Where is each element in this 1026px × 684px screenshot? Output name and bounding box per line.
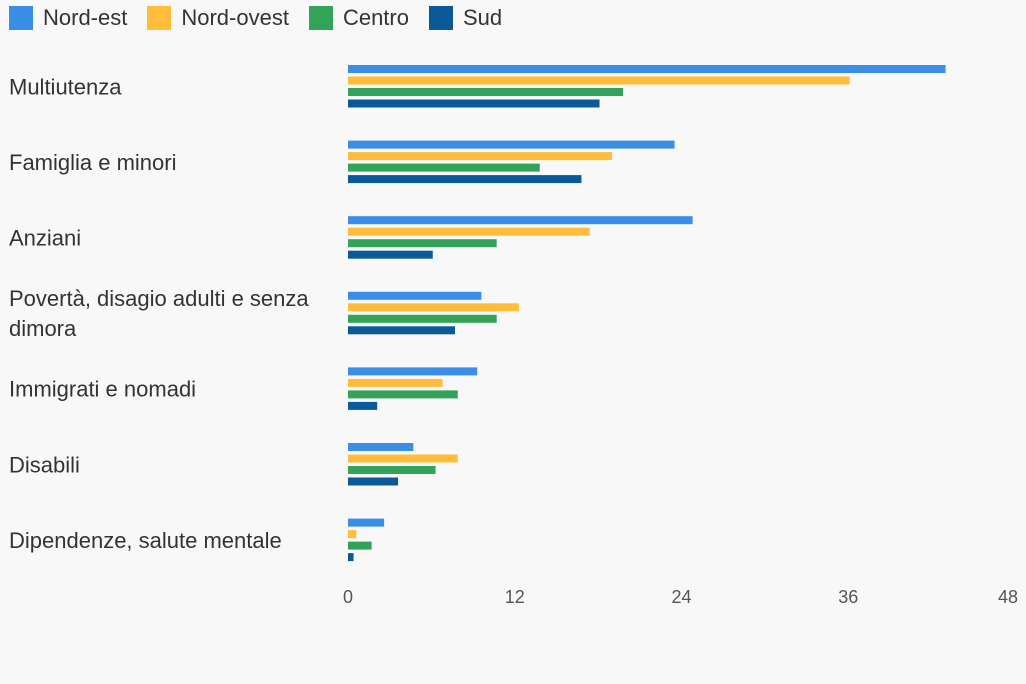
bar-centro-poverta-disagio-adulti-e-senza-dimora[interactable] <box>348 314 497 323</box>
category-label-immigrati-e-nomadi: Immigrati e nomadi <box>9 377 196 402</box>
legend-label: Sud <box>463 5 503 30</box>
legend-label: Centro <box>342 5 409 30</box>
bar-nord-ovest-immigrati-e-nomadi[interactable] <box>348 378 443 387</box>
bar-centro-multiutenza[interactable] <box>348 88 624 96</box>
bar-nord-ovest-disabili[interactable] <box>348 454 458 463</box>
category-label-disabili: Disabili <box>9 452 80 477</box>
category-label-famiglia-e-minori: Famiglia e minori <box>9 150 177 175</box>
bar-nord-ovest-anziani[interactable] <box>348 227 590 236</box>
bar-sud-dipendenze-salute-mentale[interactable] <box>348 553 354 562</box>
bar-centro-anziani[interactable] <box>348 239 497 248</box>
bar-sud-immigrati-e-nomadi[interactable] <box>348 401 378 410</box>
legend-item-centro[interactable]: Centro <box>308 4 409 32</box>
bar-nord-ovest-famiglia-e-minori[interactable] <box>348 152 613 161</box>
x-tick-label: 12 <box>505 587 525 607</box>
category-label-poverta-disagio-adulti-e-senza-dimora: Povertà, disagio adulti e senza dimora <box>9 286 309 341</box>
legend-swatch <box>308 6 333 30</box>
category-label-anziani: Anziani <box>9 225 81 250</box>
bar-sud-famiglia-e-minori[interactable] <box>348 175 582 184</box>
bar-sud-anziani[interactable] <box>348 250 433 259</box>
x-tick-label: 36 <box>838 587 858 607</box>
bar-sud-multiutenza[interactable] <box>348 99 600 108</box>
legend-swatch <box>429 6 453 30</box>
bar-centro-immigrati-e-nomadi[interactable] <box>348 390 458 399</box>
bar-nord-est-immigrati-e-nomadi[interactable] <box>348 367 478 376</box>
bar-centro-disabili[interactable] <box>348 466 436 474</box>
bar-nord-est-dipendenze-salute-mentale[interactable] <box>348 518 385 527</box>
bar-nord-est-famiglia-e-minori[interactable] <box>348 140 675 149</box>
legend-item-sud[interactable]: Sud <box>429 4 502 32</box>
bar-nord-est-poverta-disagio-adulti-e-senza-dimora[interactable] <box>348 291 482 300</box>
legend-swatch <box>147 6 172 30</box>
legend-label: Nord-est <box>43 5 128 30</box>
bar-nord-est-anziani[interactable] <box>348 216 693 225</box>
category-label-dipendenze-salute-mentale: Dipendenze, salute mentale <box>9 528 282 553</box>
x-tick-label: 48 <box>998 587 1018 607</box>
bar-sud-disabili[interactable] <box>348 477 399 486</box>
bar-nord-ovest-dipendenze-salute-mentale[interactable] <box>348 530 357 539</box>
bar-sud-poverta-disagio-adulti-e-senza-dimora[interactable] <box>348 326 455 335</box>
bar-centro-famiglia-e-minori[interactable] <box>348 163 540 172</box>
x-tick-label: 24 <box>671 587 691 607</box>
bar-centro-dipendenze-salute-mentale[interactable] <box>348 541 372 550</box>
bar-nord-est-disabili[interactable] <box>348 443 414 451</box>
x-tick-label: 0 <box>343 587 353 607</box>
legend-swatch <box>9 6 33 30</box>
category-label-multiutenza: Multiutenza <box>9 74 122 99</box>
bar-nord-est-multiutenza[interactable] <box>348 65 946 73</box>
legend-item-nord-ovest[interactable]: Nord-ovest <box>147 4 289 32</box>
legend-item-nord-est[interactable]: Nord-est <box>9 4 127 32</box>
legend-label: Nord-ovest <box>181 5 289 30</box>
bar-nord-ovest-poverta-disagio-adulti-e-senza-dimora[interactable] <box>348 303 519 312</box>
bar-nord-ovest-multiutenza[interactable] <box>348 76 850 85</box>
legend: Nord-est Nord-ovest Centro Sud <box>9 4 522 32</box>
